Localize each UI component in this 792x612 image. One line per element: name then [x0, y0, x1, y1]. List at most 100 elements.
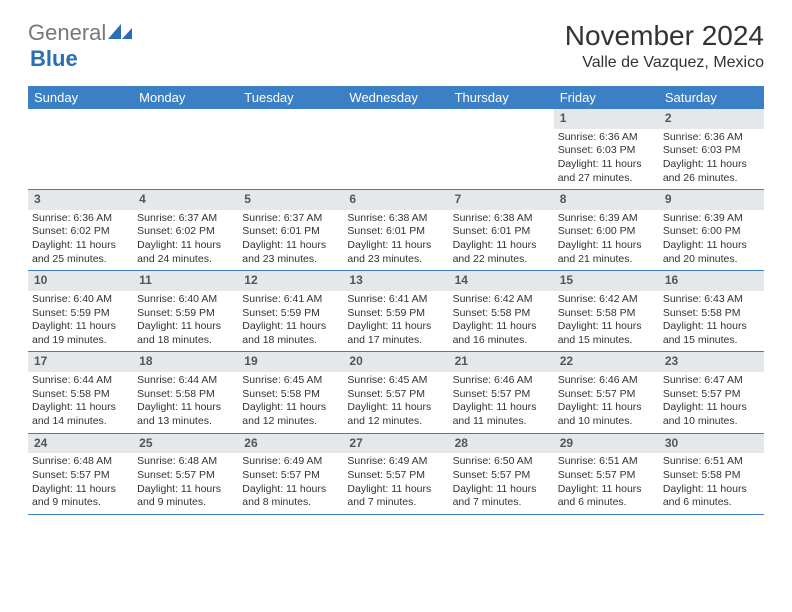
day-detail: Sunrise: 6:36 AM: [663, 131, 760, 145]
day-detail: Sunset: 6:01 PM: [347, 225, 444, 239]
day-cell: 19Sunrise: 6:45 AMSunset: 5:58 PMDayligh…: [238, 352, 343, 432]
day-detail: Sunrise: 6:37 AM: [242, 212, 339, 226]
day-detail: and 27 minutes.: [558, 172, 655, 186]
day-detail: and 7 minutes.: [347, 496, 444, 510]
day-detail: Daylight: 11 hours: [32, 483, 129, 497]
day-detail: Sunset: 5:57 PM: [137, 469, 234, 483]
day-detail: Sunrise: 6:39 AM: [663, 212, 760, 226]
day-cell: 6Sunrise: 6:38 AMSunset: 6:01 PMDaylight…: [343, 190, 448, 270]
day-number: 22: [554, 352, 659, 372]
day-detail: Sunset: 5:59 PM: [347, 307, 444, 321]
day-detail: Sunset: 6:01 PM: [453, 225, 550, 239]
day-cell: 3Sunrise: 6:36 AMSunset: 6:02 PMDaylight…: [28, 190, 133, 270]
day-detail: Sunset: 5:57 PM: [558, 388, 655, 402]
day-detail: Sunrise: 6:43 AM: [663, 293, 760, 307]
day-cell: 18Sunrise: 6:44 AMSunset: 5:58 PMDayligh…: [133, 352, 238, 432]
day-detail: Sunrise: 6:40 AM: [137, 293, 234, 307]
day-header: Thursday: [449, 86, 554, 109]
day-cell: .: [449, 109, 554, 189]
day-detail: Daylight: 11 hours: [558, 320, 655, 334]
day-number: 15: [554, 271, 659, 291]
day-detail: Daylight: 11 hours: [137, 401, 234, 415]
day-cell: 21Sunrise: 6:46 AMSunset: 5:57 PMDayligh…: [449, 352, 554, 432]
day-detail: Daylight: 11 hours: [453, 401, 550, 415]
day-detail: and 17 minutes.: [347, 334, 444, 348]
day-number: 9: [659, 190, 764, 210]
day-number: 13: [343, 271, 448, 291]
day-detail: and 8 minutes.: [242, 496, 339, 510]
header: General November 2024 Valle de Vazquez, …: [0, 0, 792, 78]
day-detail: Sunrise: 6:48 AM: [137, 455, 234, 469]
day-detail: Daylight: 11 hours: [137, 483, 234, 497]
day-detail: Sunset: 5:58 PM: [663, 307, 760, 321]
day-cell: 25Sunrise: 6:48 AMSunset: 5:57 PMDayligh…: [133, 434, 238, 514]
day-detail: Daylight: 11 hours: [663, 239, 760, 253]
day-detail: Sunset: 5:57 PM: [558, 469, 655, 483]
day-detail: Sunset: 5:57 PM: [663, 388, 760, 402]
day-cell: 27Sunrise: 6:49 AMSunset: 5:57 PMDayligh…: [343, 434, 448, 514]
day-detail: Daylight: 11 hours: [558, 239, 655, 253]
day-number: 10: [28, 271, 133, 291]
day-number: 2: [659, 109, 764, 129]
week-row: .....1Sunrise: 6:36 AMSunset: 6:03 PMDay…: [28, 109, 764, 190]
day-detail: Sunrise: 6:51 AM: [663, 455, 760, 469]
day-detail: Daylight: 11 hours: [453, 320, 550, 334]
day-cell: 14Sunrise: 6:42 AMSunset: 5:58 PMDayligh…: [449, 271, 554, 351]
day-header: Saturday: [659, 86, 764, 109]
day-detail: Sunrise: 6:46 AM: [558, 374, 655, 388]
day-detail: Daylight: 11 hours: [32, 239, 129, 253]
day-header: Monday: [133, 86, 238, 109]
day-detail: Sunset: 6:00 PM: [558, 225, 655, 239]
day-cell: 23Sunrise: 6:47 AMSunset: 5:57 PMDayligh…: [659, 352, 764, 432]
day-detail: Sunrise: 6:45 AM: [242, 374, 339, 388]
day-cell: 2Sunrise: 6:36 AMSunset: 6:03 PMDaylight…: [659, 109, 764, 189]
day-number: 27: [343, 434, 448, 454]
day-detail: Sunset: 5:58 PM: [558, 307, 655, 321]
day-cell: 5Sunrise: 6:37 AMSunset: 6:01 PMDaylight…: [238, 190, 343, 270]
logo-text-blue: Blue: [30, 46, 78, 72]
day-number: 17: [28, 352, 133, 372]
day-detail: and 19 minutes.: [32, 334, 129, 348]
day-number: 6: [343, 190, 448, 210]
day-cell: .: [238, 109, 343, 189]
day-cell: 15Sunrise: 6:42 AMSunset: 5:58 PMDayligh…: [554, 271, 659, 351]
day-detail: Sunset: 5:59 PM: [32, 307, 129, 321]
day-detail: and 14 minutes.: [32, 415, 129, 429]
day-detail: Sunrise: 6:47 AM: [663, 374, 760, 388]
day-number: 7: [449, 190, 554, 210]
day-number: 25: [133, 434, 238, 454]
day-number: 14: [449, 271, 554, 291]
day-header: Wednesday: [343, 86, 448, 109]
day-detail: Sunset: 5:59 PM: [242, 307, 339, 321]
day-detail: and 22 minutes.: [453, 253, 550, 267]
day-number: 8: [554, 190, 659, 210]
day-detail: Sunset: 5:58 PM: [663, 469, 760, 483]
day-cell: 9Sunrise: 6:39 AMSunset: 6:00 PMDaylight…: [659, 190, 764, 270]
day-number: 29: [554, 434, 659, 454]
day-detail: Daylight: 11 hours: [137, 239, 234, 253]
logo-text-general: General: [28, 20, 106, 46]
week-row: 24Sunrise: 6:48 AMSunset: 5:57 PMDayligh…: [28, 434, 764, 515]
day-cell: 29Sunrise: 6:51 AMSunset: 5:57 PMDayligh…: [554, 434, 659, 514]
day-detail: Sunrise: 6:48 AM: [32, 455, 129, 469]
day-cell: 28Sunrise: 6:50 AMSunset: 5:57 PMDayligh…: [449, 434, 554, 514]
day-detail: and 9 minutes.: [32, 496, 129, 510]
day-detail: and 20 minutes.: [663, 253, 760, 267]
day-detail: and 25 minutes.: [32, 253, 129, 267]
day-detail: Sunrise: 6:41 AM: [242, 293, 339, 307]
day-detail: and 23 minutes.: [242, 253, 339, 267]
day-detail: Sunrise: 6:36 AM: [32, 212, 129, 226]
day-detail: Daylight: 11 hours: [663, 320, 760, 334]
day-detail: and 13 minutes.: [137, 415, 234, 429]
day-detail: Sunset: 6:01 PM: [242, 225, 339, 239]
day-number: 21: [449, 352, 554, 372]
day-cell: .: [343, 109, 448, 189]
day-cell: 20Sunrise: 6:45 AMSunset: 5:57 PMDayligh…: [343, 352, 448, 432]
day-detail: and 26 minutes.: [663, 172, 760, 186]
day-detail: Sunrise: 6:41 AM: [347, 293, 444, 307]
day-cell: 13Sunrise: 6:41 AMSunset: 5:59 PMDayligh…: [343, 271, 448, 351]
day-detail: and 6 minutes.: [558, 496, 655, 510]
day-cell: 11Sunrise: 6:40 AMSunset: 5:59 PMDayligh…: [133, 271, 238, 351]
day-detail: Sunrise: 6:49 AM: [242, 455, 339, 469]
day-detail: Sunrise: 6:42 AM: [453, 293, 550, 307]
